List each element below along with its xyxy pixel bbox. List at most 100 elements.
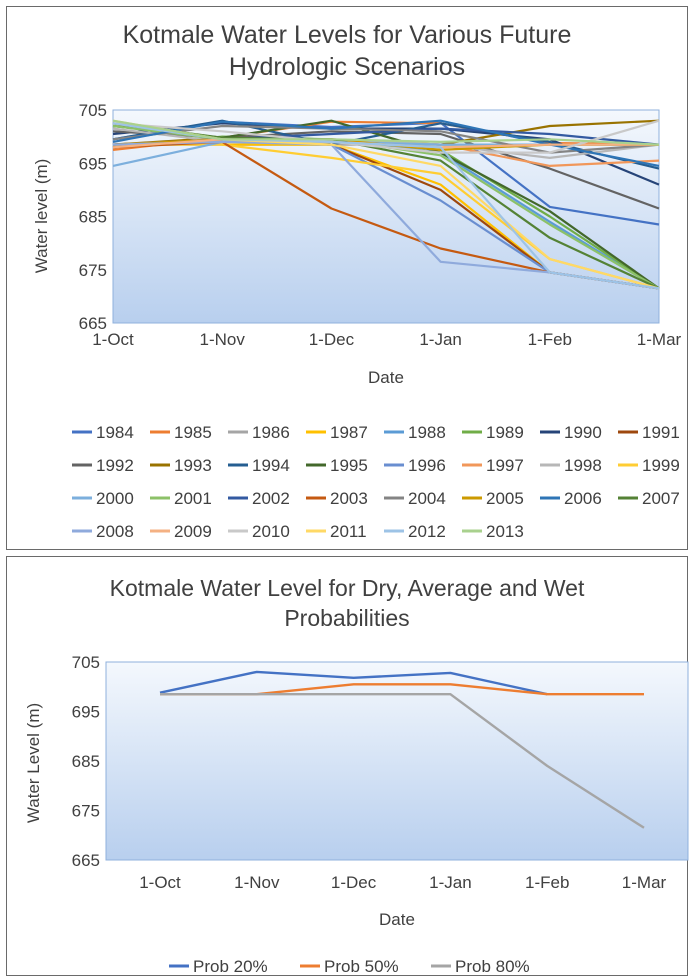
y-tick-label: 675 <box>72 802 100 821</box>
legend-label: 2003 <box>330 489 368 508</box>
x-axis-title: Date <box>379 910 415 929</box>
legend-label: 1985 <box>174 423 212 442</box>
x-tick-label: 1-Jan <box>429 873 472 892</box>
series-line-2010 <box>112 119 660 154</box>
series-line-prob-20- <box>159 670 548 696</box>
x-axis-title: Date <box>368 368 404 387</box>
legend-label: 2001 <box>174 489 212 508</box>
legend-entry: 2004 <box>384 489 446 508</box>
legend-entry: 2005 <box>462 489 524 508</box>
chart-title-line-1: Kotmale Water Level for Dry, Average and… <box>109 575 585 601</box>
legend-entry: 2008 <box>72 522 134 541</box>
legend-label: 1991 <box>642 423 680 442</box>
legend-label: Prob 20% <box>193 957 268 976</box>
y-tick-label: 685 <box>72 752 100 771</box>
y-tick-label: 695 <box>72 703 100 722</box>
legend-label: 1997 <box>486 456 524 475</box>
x-tick-label: 1-Mar <box>622 873 667 892</box>
x-tick-label: 1-Nov <box>200 330 246 349</box>
legend-label: Prob 80% <box>455 957 530 976</box>
legend-label: 2002 <box>252 489 290 508</box>
chart-probabilities-svg: 705 695 685 675 665 1-Oct 1-Nov 1-Dec 1-Jan 1-Feb… <box>24 653 689 976</box>
x-tick-label: 1-Oct <box>139 873 181 892</box>
legend-label: 1994 <box>252 456 290 475</box>
plot-area <box>105 661 689 861</box>
y-tick-label: 685 <box>79 208 107 227</box>
x-tick-label: 1-Feb <box>528 330 572 349</box>
legend-label: 1990 <box>564 423 602 442</box>
legend-label: 1995 <box>330 456 368 475</box>
legend-label: 1989 <box>486 423 524 442</box>
legend-label: 2006 <box>564 489 602 508</box>
chart-title-line-1: Kotmale Water Levels for Various Future <box>122 21 572 49</box>
x-tick-label: 1-Dec <box>309 330 355 349</box>
legend-entry: 2011 <box>306 522 367 541</box>
legend-label: 1987 <box>330 423 368 442</box>
legend-entry: 2007 <box>618 489 680 508</box>
y-tick-label: 705 <box>72 653 100 672</box>
legend-entry: 2006 <box>540 489 602 508</box>
legend-label: 2007 <box>642 489 680 508</box>
x-tick-label: 1-Dec <box>331 873 377 892</box>
legend-label: 2008 <box>96 522 134 541</box>
legend-label: 1984 <box>96 423 134 442</box>
chart-title-line-2: Probabilities <box>284 605 410 631</box>
legend-entry: 1989 <box>462 423 524 442</box>
legend-entry: 1998 <box>540 456 602 475</box>
legend-label: 2011 <box>330 522 367 541</box>
legend-label: 1988 <box>408 423 446 442</box>
x-tick-label: 1-Nov <box>234 873 280 892</box>
x-tick-label: 1-Feb <box>525 873 569 892</box>
legend-entry: 2000 <box>72 489 134 508</box>
legend-label: 1986 <box>252 423 290 442</box>
legend-label: 2012 <box>408 522 446 541</box>
legend-label: 2013 <box>486 522 524 541</box>
series-line-2004 <box>112 124 660 154</box>
legend-entry: 2009 <box>150 522 212 541</box>
y-axis-title: Water Level (m) <box>24 703 43 823</box>
legend-entry: 1994 <box>228 456 290 475</box>
legend-entry: Prob 80% <box>431 957 530 976</box>
legend-entry: 1993 <box>150 456 212 475</box>
legend-label: 2009 <box>174 522 212 541</box>
y-tick-label: 665 <box>72 851 100 870</box>
series-line-prob-80- <box>160 693 645 829</box>
legend-entry: 1990 <box>540 423 602 442</box>
legend-entry: 2010 <box>228 522 290 541</box>
legend-label: 1996 <box>408 456 446 475</box>
legend-label: 1998 <box>564 456 602 475</box>
legend-entry: 1999 <box>618 456 680 475</box>
legend-label: 1999 <box>642 456 680 475</box>
legend-entry: 2002 <box>228 489 290 508</box>
series-line-2013 <box>112 119 660 146</box>
chart-panel-probabilities: Kotmale Water Level for Dry, Average and… <box>6 556 689 976</box>
legend-entry: Prob 20% <box>169 957 268 976</box>
y-tick-label: 705 <box>79 101 107 120</box>
x-tick-label: 1-Mar <box>637 330 682 349</box>
legend-entry: Prob 50% <box>300 957 399 976</box>
legend-entry: 2013 <box>462 522 524 541</box>
x-tick-label: 1-Jan <box>419 330 462 349</box>
legend-label: 2004 <box>408 489 446 508</box>
y-tick-label: 695 <box>79 154 107 173</box>
chart-panel-scenarios: Kotmale Water Levels for Various Future … <box>6 6 688 550</box>
legend-entry: 1991 <box>618 423 680 442</box>
chart-title: Kotmale Water Levels for Various Future … <box>7 19 687 83</box>
legend-entry: 2003 <box>306 489 368 508</box>
legend-entry: 2012 <box>384 522 446 541</box>
legend-label: 2010 <box>252 522 290 541</box>
legend-label: Prob 50% <box>324 957 399 976</box>
y-axis-title: Water level (m) <box>32 159 51 274</box>
legend-entry: 1988 <box>384 423 446 442</box>
chart-title: Kotmale Water Level for Dry, Average and… <box>7 573 687 633</box>
legend-entry: 1985 <box>150 423 212 442</box>
legend-label: 2000 <box>96 489 134 508</box>
legend-label: 1992 <box>96 456 134 475</box>
legend-entry: 1996 <box>384 456 446 475</box>
y-tick-label: 665 <box>79 314 107 333</box>
legend-entry: 1992 <box>72 456 134 475</box>
x-tick-label: 1-Oct <box>92 330 134 349</box>
legend-entry: 1997 <box>462 456 524 475</box>
legend-label: 1993 <box>174 456 212 475</box>
